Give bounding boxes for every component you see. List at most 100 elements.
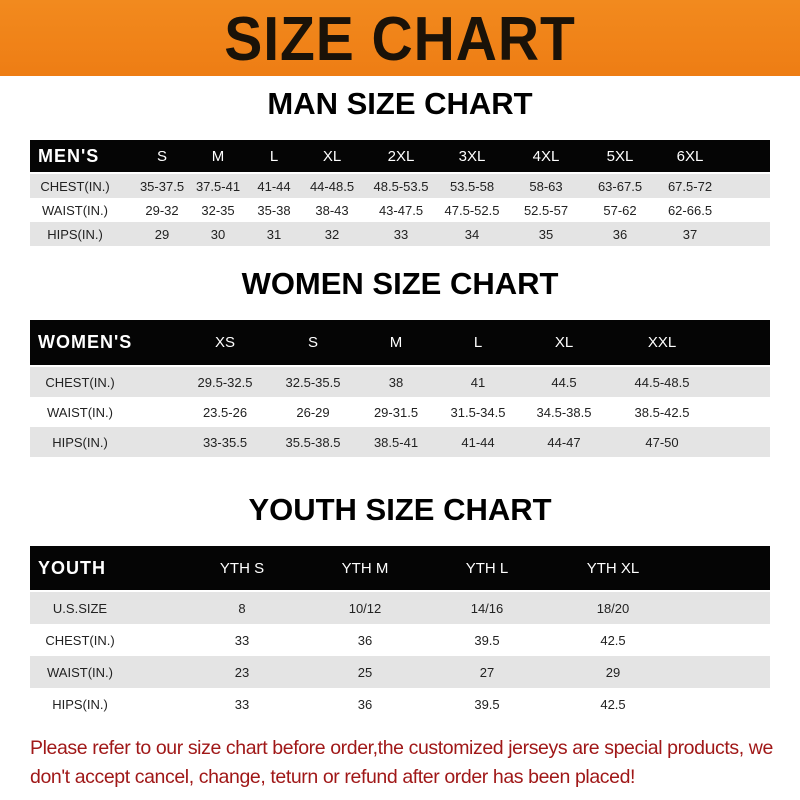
table-cell: 14/16 [470, 600, 504, 616]
table-row: HIPS(IN.) 29 30 31 32 33 34 35 36 37 [30, 222, 770, 246]
size-header: 2XL [387, 147, 415, 165]
table-cell: 42.5 [600, 632, 626, 648]
table-cell: 38 [388, 374, 404, 390]
table-cell: 39.5 [474, 632, 500, 648]
table-cell: 32 [324, 226, 340, 242]
size-header: L [269, 147, 279, 165]
table-cell: 63-67.5 [597, 178, 643, 194]
table-cell: 10/12 [348, 600, 382, 616]
youth-section-title: YOUTH SIZE CHART [248, 492, 552, 527]
table-cell: 31 [266, 226, 282, 242]
size-header: S [156, 147, 168, 165]
size-header: YTH XL [586, 559, 640, 577]
table-cell: 37 [682, 226, 698, 242]
header-row: YOUTH YTH S YTH M YTH L YTH XL [30, 546, 770, 590]
table-cell: 33 [234, 632, 250, 648]
size-header: XS [214, 334, 236, 351]
table-cell: 34 [464, 226, 480, 242]
table-cell: 33-35.5 [202, 434, 248, 450]
table-cell: 23 [234, 664, 250, 680]
size-header: YTH L [465, 559, 509, 577]
table-title-cell: YOUTH [38, 557, 106, 578]
table-cell: 41-44 [257, 178, 291, 194]
table-cell: 57-62 [603, 202, 637, 218]
size-header: 5XL [606, 147, 634, 165]
header-row: WOMEN'S XS S M L XL XXL [30, 320, 770, 365]
size-header: 4XL [532, 147, 560, 165]
table-cell: 29 [605, 664, 621, 680]
table-cell: 29 [154, 226, 170, 242]
table-row: HIPS(IN.) 33 36 39.5 42.5 [30, 688, 770, 720]
table-row: WAIST(IN.) 29-32 32-35 35-38 38-43 43-47.5 47.… [30, 198, 770, 222]
size-header: L [473, 334, 483, 351]
row-label: WAIST(IN.) [47, 404, 113, 420]
table-cell: 47-50 [645, 434, 679, 450]
table-cell: 42.5 [600, 696, 626, 712]
table-cell: 35.5-38.5 [285, 434, 341, 450]
table-row: CHEST(IN.) 33 36 39.5 42.5 [30, 624, 770, 656]
row-label: WAIST(IN.) [47, 664, 113, 680]
table-row: WAIST(IN.) 23 25 27 29 [30, 656, 770, 688]
table-cell: 48.5-53.5 [373, 178, 429, 194]
table-cell: 43-47.5 [378, 202, 424, 218]
size-header: S [307, 334, 319, 351]
table-cell: 44.5-48.5 [634, 374, 690, 390]
row-label: U.S.SIZE [52, 600, 108, 616]
row-label: HIPS(IN.) [52, 434, 108, 450]
table-cell: 67.5-72 [667, 178, 713, 194]
table-cell: 29.5-32.5 [197, 374, 253, 390]
table-cell: 38.5-41 [373, 434, 419, 450]
table-cell: 25 [357, 664, 373, 680]
table-row: U.S.SIZE 8 10/12 14/16 18/20 [30, 592, 770, 624]
banner-title: SIZE CHART [224, 5, 576, 74]
table-cell: 41-44 [461, 434, 495, 450]
size-header: XL [554, 334, 574, 351]
size-header: M [211, 147, 225, 165]
table-cell: 29-31.5 [373, 404, 419, 420]
table-cell: 44-48.5 [309, 178, 355, 194]
row-label: CHEST(IN.) [45, 374, 115, 390]
table-cell: 37.5-41 [195, 178, 241, 194]
table-cell: 35-37.5 [139, 178, 185, 194]
table-cell: 30 [210, 226, 226, 242]
table-title-cell: WOMEN'S [38, 332, 133, 352]
table-row: HIPS(IN.) 33-35.5 35.5-38.5 38.5-41 41-44 44-… [30, 427, 770, 457]
table-cell: 44.5 [551, 374, 577, 390]
table-cell: 27 [479, 664, 495, 680]
table-cell: 36 [357, 632, 373, 648]
size-header: YTH M [341, 559, 389, 577]
table-cell: 29-32 [145, 202, 179, 218]
table-cell: 26-29 [296, 404, 330, 420]
size-header: XXL [647, 334, 677, 351]
table-cell: 38-43 [315, 202, 349, 218]
row-label: HIPS(IN.) [47, 226, 103, 242]
table-cell: 35 [538, 226, 554, 242]
table-cell: 39.5 [474, 696, 500, 712]
size-header: M [389, 334, 403, 351]
notice-text: Please refer to our size chart before or… [30, 737, 773, 788]
header-row: MEN'S S M L XL 2XL 3XL 4XL 5XL 6XL [30, 140, 770, 172]
table-cell: 34.5-38.5 [536, 404, 592, 420]
table-cell: 8 [238, 600, 246, 616]
men-section-title: MAN SIZE CHART [267, 86, 533, 121]
table-cell: 47.5-52.5 [444, 202, 500, 218]
table-cell: 36 [612, 226, 628, 242]
size-header: 6XL [676, 147, 704, 165]
size-header: 3XL [458, 147, 486, 165]
table-row: CHEST(IN.) 35-37.5 37.5-41 41-44 44-48.5 48.5… [30, 174, 770, 198]
table-cell: 35-38 [257, 202, 291, 218]
size-header: YTH S [219, 559, 265, 577]
table-cell: 36 [357, 696, 373, 712]
row-label: WAIST(IN.) [42, 202, 108, 218]
row-label: CHEST(IN.) [40, 178, 110, 194]
women-section-title: WOMEN SIZE CHART [241, 266, 559, 301]
table-cell: 33 [393, 226, 409, 242]
table-cell: 53.5-58 [449, 178, 495, 194]
table-cell: 32.5-35.5 [285, 374, 341, 390]
table-cell: 33 [234, 696, 250, 712]
table-title-cell: MEN'S [38, 145, 100, 166]
table-cell: 38.5-42.5 [634, 404, 690, 420]
table-cell: 18/20 [596, 600, 630, 616]
row-label: HIPS(IN.) [52, 696, 108, 712]
table-cell: 41 [470, 374, 486, 390]
